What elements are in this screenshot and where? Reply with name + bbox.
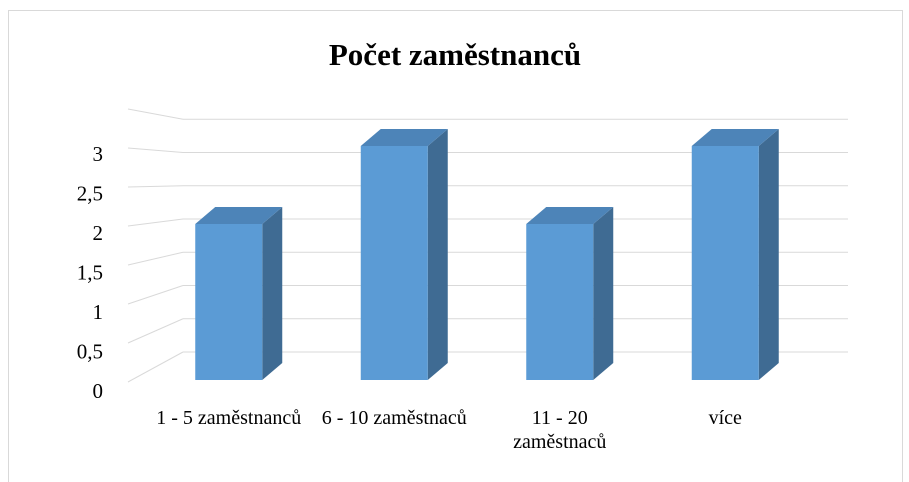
bar-side xyxy=(593,207,614,380)
bar xyxy=(360,146,428,380)
x-tick-label: 11 - 20 zaměstnaců xyxy=(513,407,607,453)
bar-side xyxy=(427,129,448,380)
bar-top xyxy=(691,129,779,146)
y-tick-label: 1 xyxy=(93,300,104,324)
bar-side xyxy=(262,207,283,380)
grid-line xyxy=(127,218,184,227)
y-tick-label: 1,5 xyxy=(77,260,103,284)
bar xyxy=(195,224,263,380)
y-tick-label: 3 xyxy=(93,142,104,166)
y-tick-label: 0,5 xyxy=(77,339,103,363)
grid-line xyxy=(127,351,184,383)
grid-line xyxy=(127,285,184,305)
bar xyxy=(691,146,759,380)
y-tick-label: 2 xyxy=(93,221,104,245)
bar-side xyxy=(758,129,779,380)
grid-line xyxy=(127,147,184,153)
bar-top xyxy=(195,207,283,224)
bar-top xyxy=(360,129,448,146)
chart-border xyxy=(8,10,903,482)
chart-title: Počet zaměstnanců xyxy=(329,37,581,72)
grid-line xyxy=(127,318,184,344)
x-tick-label: více xyxy=(708,407,742,429)
grid-line xyxy=(127,251,184,266)
bar-top xyxy=(526,207,614,224)
x-tick-label: 1 - 5 zaměstnanců xyxy=(156,407,302,429)
x-tick-label: 6 - 10 zaměstnaců xyxy=(321,407,467,429)
y-tick-label: 2,5 xyxy=(77,181,103,205)
wall-top-line xyxy=(127,108,184,120)
bar xyxy=(526,224,594,380)
grid-line xyxy=(127,185,184,188)
y-tick-label: 0 xyxy=(93,379,104,403)
